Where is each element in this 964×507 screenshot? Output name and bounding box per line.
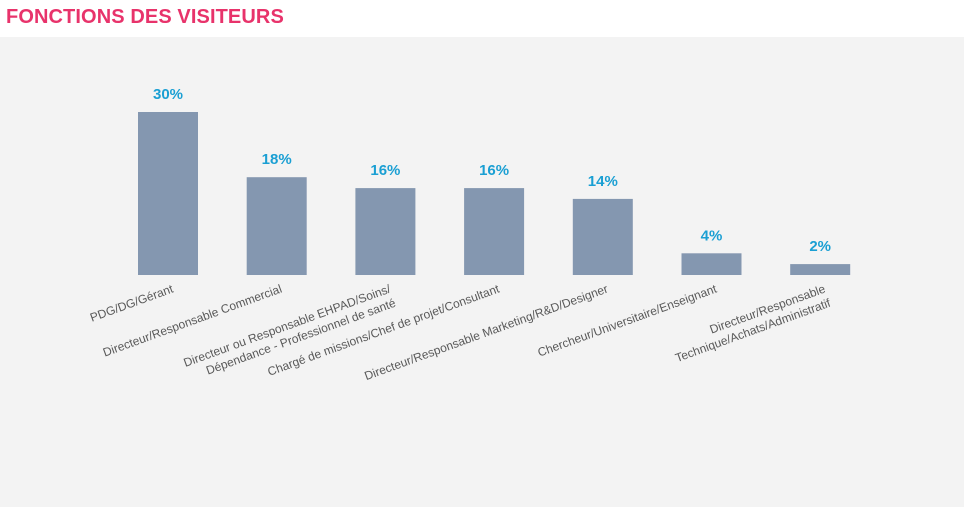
value-label-3: 16% [370,162,400,179]
value-labels-layer: 30% 18% 16% 16% 14% 4% 2% [153,86,831,255]
bar-7 [790,264,851,275]
chart-panel: 30% 18% 16% 16% 14% 4% 2% PDG/DG/Gérant Directe… [0,37,964,507]
bar-2 [246,177,307,275]
bar-4 [464,188,525,275]
value-label-4: 16% [479,162,509,179]
value-label-7: 2% [809,238,831,255]
value-label-2: 18% [262,151,292,168]
bar-chart: 30% 18% 16% 16% 14% 4% 2% PDG/DG/GérantDirecte… [88,86,851,383]
value-label-1: 30% [153,86,183,103]
value-label-6: 4% [701,227,723,244]
category-label-1: PDG/DG/Gérant [88,281,176,324]
value-label-5: 14% [588,173,618,190]
category-label-3-line-1: Directeur ou Responsable EHPAD/Soins/ [182,281,393,369]
bars-layer [138,112,851,275]
page-title: FONCTIONS DES VISITEURS [6,6,284,28]
category-label-1-line-1: PDG/DG/Gérant [88,281,176,324]
bar-6 [681,253,742,275]
bar-1 [138,112,198,275]
bar-3 [355,188,416,275]
bar-5 [572,198,633,275]
